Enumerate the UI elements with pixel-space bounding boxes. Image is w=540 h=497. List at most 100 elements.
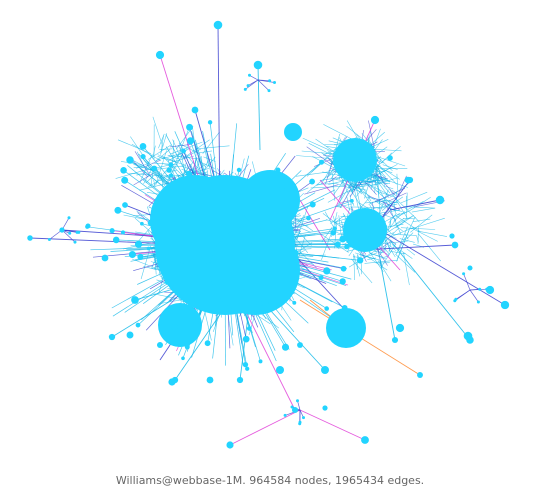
graph-leaf-node xyxy=(242,361,249,368)
graph-peripheral-node xyxy=(417,372,423,378)
graph-clusters xyxy=(150,123,387,348)
graph-leaf-node xyxy=(168,173,174,178)
graph-radial-edge xyxy=(284,200,353,225)
graph-branch-edge xyxy=(257,79,270,91)
graph-leaf-node xyxy=(281,343,290,351)
lower-left-lobe xyxy=(158,303,202,347)
graph-leaf-node xyxy=(164,279,170,285)
right-cluster-edge xyxy=(380,201,388,204)
graph-leaf-node xyxy=(168,162,174,168)
upper-right-cluster-edge xyxy=(322,171,331,174)
graph-branch-node xyxy=(73,240,77,244)
right-cluster-edge xyxy=(389,208,402,235)
graph-leaf-node xyxy=(186,137,195,145)
graph-branch-edge xyxy=(49,229,63,240)
right-cluster-edge xyxy=(369,177,398,187)
right-cluster-edge xyxy=(406,248,416,256)
right-cluster-edge xyxy=(412,218,431,222)
graph-branch-node xyxy=(302,416,305,420)
graph-peripheral-node xyxy=(275,365,285,375)
right-cluster-edge xyxy=(385,237,391,253)
graph-spoke-edge xyxy=(257,64,261,151)
right-cluster-edge xyxy=(334,222,337,249)
upper-left-lobe-edge xyxy=(160,133,168,155)
right-cluster-edge xyxy=(372,203,398,209)
graph-branch-node xyxy=(248,73,251,77)
right-cluster-edge xyxy=(417,233,441,262)
graph-branch-node xyxy=(243,87,247,91)
upper-right-cluster-edge xyxy=(382,164,398,170)
graph-branch-node xyxy=(283,413,287,417)
upper-left-lobe-edge xyxy=(161,152,185,160)
upper-right-cluster-edge xyxy=(370,171,390,199)
graph-leaf-node xyxy=(121,176,129,184)
upper-left-lobe-edge xyxy=(190,163,207,176)
upper-left-lobe-edge xyxy=(195,145,230,150)
graph-leaf-node xyxy=(120,166,127,174)
upper-right-cluster-edge xyxy=(301,150,335,155)
right-cluster-edge xyxy=(377,260,392,282)
graph-radial-edge xyxy=(112,278,173,317)
main-cluster-edge xyxy=(298,249,317,269)
right-cluster-edge xyxy=(387,244,397,252)
graph-branch-node xyxy=(298,420,302,424)
graph-peripheral-node xyxy=(122,202,128,208)
upper-right-cluster-edge xyxy=(335,133,340,151)
upper-right-cluster-edge xyxy=(353,181,376,209)
graph-spoke-edge xyxy=(299,409,366,441)
graph-leaf-node xyxy=(258,308,263,313)
graph-leaf-node xyxy=(344,244,350,250)
main-cluster-lobe xyxy=(210,225,300,315)
right-cluster-edge xyxy=(320,233,349,253)
upper-right-cluster-edge xyxy=(325,161,334,185)
upper-right-cluster-edge xyxy=(374,168,408,170)
right-cluster-edge xyxy=(348,249,377,268)
graph-leaf-node xyxy=(134,240,143,248)
graph-peripheral-node xyxy=(206,376,214,384)
right-cluster-edge xyxy=(407,201,424,210)
graph-peripheral-node xyxy=(236,376,244,384)
upper-left-lobe-edge xyxy=(202,131,220,154)
main-cluster-edge xyxy=(295,254,326,257)
upper-right-cluster-edge xyxy=(308,142,336,158)
graph-peripheral-node xyxy=(213,20,223,30)
right-cluster-edge xyxy=(376,190,397,198)
upper-left-lobe-edge xyxy=(157,156,186,166)
upper-right-cluster-edge xyxy=(361,133,373,147)
graph-leaf-node xyxy=(357,257,364,264)
graph-leaf-node xyxy=(292,249,299,257)
graph-peripheral-node xyxy=(449,233,455,239)
graph-leaf-node xyxy=(357,225,363,231)
graph-leaf-node xyxy=(324,306,329,311)
graph-leaf-node xyxy=(114,206,122,214)
right-cluster-edge xyxy=(378,196,389,201)
upper-right-cluster-edge xyxy=(343,179,364,210)
right-cluster-edge xyxy=(404,233,409,240)
graph-leaf-node xyxy=(242,335,250,343)
right-cluster-edge xyxy=(379,189,389,214)
graph-branch-node xyxy=(290,405,294,409)
graph-branch-node xyxy=(485,287,489,291)
graph-branch-edge xyxy=(463,273,471,291)
graph-peripheral-node xyxy=(156,341,164,349)
right-cluster-edge xyxy=(370,253,384,258)
right-cluster-edge xyxy=(393,203,396,214)
upper-right-cluster-edge xyxy=(327,150,335,156)
graph-leaf-node xyxy=(334,241,341,248)
right-cluster-edge xyxy=(376,201,383,206)
right-cluster-edge xyxy=(385,186,394,190)
upper-right-cluster-edge xyxy=(359,178,388,184)
upper-left-lobe-edge xyxy=(194,156,200,176)
upper-right-cluster-edge xyxy=(306,146,333,166)
right-cluster-edge xyxy=(368,196,397,212)
graph-branch-edge xyxy=(61,229,76,243)
graph-leaf-node xyxy=(306,215,311,221)
graph-leaf-node xyxy=(236,167,242,173)
upper-right-cluster-edge xyxy=(306,153,332,177)
graph-leaf-node xyxy=(309,201,316,208)
upper-left-lobe-edge xyxy=(157,154,178,163)
graph-leaf-node xyxy=(292,300,297,305)
graph-leaf-node xyxy=(350,199,354,203)
graph-leaf-node xyxy=(181,356,185,361)
graph-leaf-node xyxy=(181,148,186,154)
